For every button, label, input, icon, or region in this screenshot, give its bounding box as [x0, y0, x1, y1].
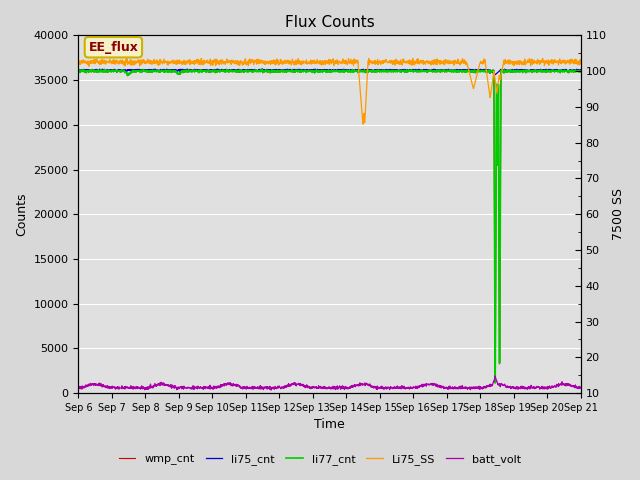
li75_cnt	[319, 68, 326, 73]
Line: Li75_SS: Li75_SS	[79, 59, 580, 124]
batt_volt	[306, 384, 314, 390]
batt_volt	[563, 382, 570, 387]
Li75_SS	[100, 60, 108, 65]
li77_cnt	[492, 380, 499, 386]
Line: batt_volt: batt_volt	[79, 376, 580, 390]
Li75_SS	[577, 60, 584, 65]
li75_cnt	[100, 67, 108, 72]
li77_cnt	[75, 69, 83, 74]
Li75_SS	[75, 61, 83, 67]
li75_cnt	[492, 72, 499, 78]
Line: wmp_cnt: wmp_cnt	[79, 69, 580, 383]
wmp_cnt	[492, 380, 499, 386]
li75_cnt	[75, 68, 83, 73]
li77_cnt	[258, 66, 266, 72]
wmp_cnt	[319, 69, 326, 75]
li75_cnt	[470, 68, 478, 73]
Line: li75_cnt: li75_cnt	[79, 69, 580, 75]
Li75_SS	[359, 121, 367, 127]
Line: li77_cnt: li77_cnt	[79, 69, 580, 383]
Y-axis label: 7500 SS: 7500 SS	[612, 188, 625, 240]
batt_volt	[577, 384, 584, 390]
wmp_cnt	[306, 68, 314, 74]
li77_cnt	[563, 68, 570, 74]
wmp_cnt	[100, 68, 108, 73]
wmp_cnt	[563, 69, 570, 74]
Li75_SS	[563, 60, 570, 65]
Y-axis label: Counts: Counts	[15, 192, 28, 236]
wmp_cnt	[577, 68, 584, 73]
Li75_SS	[539, 56, 547, 61]
li75_cnt	[258, 66, 266, 72]
li77_cnt	[577, 68, 584, 74]
batt_volt	[492, 373, 499, 379]
Text: EE_flux: EE_flux	[88, 41, 138, 54]
li75_cnt	[563, 67, 570, 73]
Legend: wmp_cnt, li75_cnt, li77_cnt, Li75_SS, batt_volt: wmp_cnt, li75_cnt, li77_cnt, Li75_SS, ba…	[115, 450, 525, 469]
Li75_SS	[319, 58, 326, 64]
li77_cnt	[319, 69, 326, 74]
wmp_cnt	[75, 69, 83, 74]
wmp_cnt	[470, 70, 478, 75]
wmp_cnt	[563, 68, 570, 74]
li77_cnt	[306, 68, 314, 74]
li77_cnt	[563, 68, 570, 74]
li75_cnt	[577, 67, 584, 73]
Li75_SS	[563, 60, 570, 66]
Li75_SS	[305, 59, 313, 64]
Title: Flux Counts: Flux Counts	[285, 15, 374, 30]
batt_volt	[319, 385, 326, 391]
li77_cnt	[470, 69, 478, 75]
Li75_SS	[470, 84, 478, 89]
batt_volt	[75, 385, 83, 391]
batt_volt	[268, 387, 275, 393]
X-axis label: Time: Time	[314, 419, 345, 432]
batt_volt	[470, 385, 478, 391]
li75_cnt	[563, 67, 570, 72]
li75_cnt	[306, 67, 314, 73]
li77_cnt	[100, 68, 108, 73]
batt_volt	[563, 382, 570, 387]
wmp_cnt	[258, 66, 266, 72]
batt_volt	[100, 384, 108, 390]
